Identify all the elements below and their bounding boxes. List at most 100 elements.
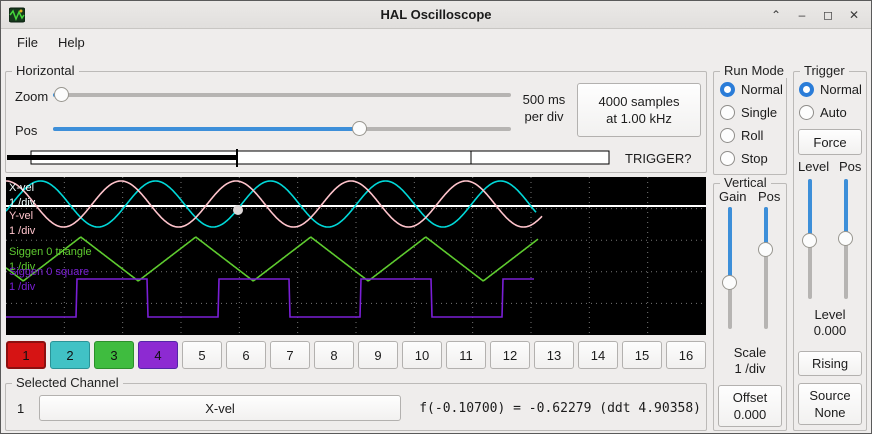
radio-label: Stop	[741, 151, 768, 166]
radio-icon	[720, 105, 735, 120]
channel-button-15[interactable]: 15	[622, 341, 662, 369]
vertical-group-label: Vertical	[720, 175, 771, 190]
channel-button-3[interactable]: 3	[94, 341, 134, 369]
channel-name: Siggen 0 square	[9, 266, 90, 278]
horizontal-group: Horizontal	[5, 63, 707, 173]
trigger-group-label: Trigger	[800, 63, 849, 78]
channel-button-1[interactable]: 1	[6, 341, 46, 369]
radio-selected-icon	[720, 82, 735, 97]
titlebar[interactable]: HAL Oscilloscope ⌃ – ◻ ✕	[1, 1, 871, 29]
channel-name: X-vel	[9, 182, 35, 194]
vertical-pos-label: Pos	[758, 189, 781, 204]
vertical-gain-label: Gain	[719, 189, 747, 204]
channel-button-9[interactable]: 9	[358, 341, 398, 369]
channel-button-10[interactable]: 10	[402, 341, 442, 369]
vertical-group: Vertical	[713, 175, 787, 431]
vertical-offset-button[interactable]: Offset 0.000	[718, 385, 782, 427]
trigger-mode-option-auto[interactable]: Auto	[799, 105, 862, 120]
channel-button-12[interactable]: 12	[490, 341, 530, 369]
radio-icon	[720, 128, 735, 143]
channel-scale: 1 /div	[9, 197, 36, 209]
run-mode-option-roll[interactable]: Roll	[720, 128, 783, 143]
trigger-pos-label: Pos	[839, 159, 862, 174]
channel-button-7[interactable]: 7	[270, 341, 310, 369]
slider-handle[interactable]	[758, 241, 773, 257]
scope-channel-label-3: Siggen 0 triangle 1 /div	[9, 245, 92, 275]
channel-button-14[interactable]: 14	[578, 341, 618, 369]
channel-button-5[interactable]: 5	[182, 341, 222, 369]
trigger-group: Trigger	[793, 63, 867, 431]
slider-fill	[53, 127, 360, 131]
selected-channel-number: 1	[17, 401, 25, 416]
menubar: File Help	[1, 29, 871, 55]
channel-button-11[interactable]: 11	[446, 341, 486, 369]
slider-handle[interactable]	[802, 233, 817, 249]
radio-label: Roll	[741, 128, 764, 143]
radio-label: Auto	[820, 105, 847, 120]
app-icon	[9, 7, 25, 23]
channel-button-16[interactable]: 16	[666, 341, 706, 369]
run-mode-group-label: Run Mode	[720, 63, 788, 78]
radio-label: Single	[741, 105, 778, 120]
slider-fill	[728, 207, 732, 283]
slider-fill	[808, 179, 812, 242]
channel-button-8[interactable]: 8	[314, 341, 354, 369]
channel-button-13[interactable]: 13	[534, 341, 574, 369]
timeline-overview[interactable]	[7, 149, 611, 167]
scope-display[interactable]: X-vel 1 /div Y-vel 1 /div Siggen 0 triangle 1…	[5, 177, 706, 335]
menu-file[interactable]: File	[17, 34, 38, 50]
trigger-level-readout-label: Level	[814, 307, 846, 322]
slider-handle[interactable]	[838, 231, 853, 246]
trace-x-vel	[5, 180, 537, 228]
run-mode-option-normal[interactable]: Normal	[720, 82, 783, 97]
channel-button-6[interactable]: 6	[226, 341, 266, 369]
channel-name-button[interactable]: X-vel	[39, 395, 401, 421]
window-title: HAL Oscilloscope	[380, 7, 492, 22]
radio-label: Normal	[820, 82, 862, 97]
slider-fill	[844, 179, 848, 239]
slider-track[interactable]	[53, 93, 511, 97]
trigger-level-slider[interactable]	[801, 179, 819, 299]
trace-siggen-0-triangle	[5, 236, 539, 282]
samples-button[interactable]: 4000 samples at 1.00 kHz	[577, 83, 701, 137]
shade-button[interactable]: ⌃	[770, 8, 782, 22]
trigger-point-marker[interactable]	[233, 205, 243, 215]
slider-handle[interactable]	[722, 274, 737, 290]
per-div-label: 500 ms per div	[522, 92, 566, 124]
slider-handle[interactable]	[351, 121, 367, 136]
position-slider[interactable]	[53, 120, 511, 138]
trigger-mode-option-normal[interactable]: Normal	[799, 82, 862, 97]
horizontal-group-label: Horizontal	[12, 63, 79, 78]
channel-name: Y-vel	[9, 210, 34, 222]
slider-track[interactable]	[764, 207, 768, 329]
channel-name: Siggen 0 triangle	[9, 246, 92, 258]
vertical-gain-slider[interactable]	[721, 207, 739, 329]
radio-selected-icon	[799, 82, 814, 97]
radio-icon	[799, 105, 814, 120]
vertical-pos-slider[interactable]	[757, 207, 775, 329]
trigger-pos-slider[interactable]	[837, 179, 855, 299]
trace-y-vel	[6, 180, 543, 228]
selected-channel-group: Selected Channel	[5, 375, 707, 431]
vertical-scale-value: 1 /div	[734, 361, 766, 376]
scope-channel-label-2: Y-vel 1 /div	[9, 209, 35, 239]
channel-button-2[interactable]: 2	[50, 341, 90, 369]
maximize-button[interactable]: ◻	[823, 8, 833, 22]
zoom-slider[interactable]	[53, 86, 511, 104]
close-button[interactable]: ✕	[848, 8, 860, 22]
run-mode-option-single[interactable]: Single	[720, 105, 783, 120]
menu-help[interactable]: Help	[57, 34, 85, 50]
run-mode-option-stop[interactable]: Stop	[720, 151, 783, 166]
minimize-button[interactable]: –	[798, 8, 806, 22]
trigger-edge-button[interactable]: Rising	[798, 351, 862, 376]
radio-label: Normal	[741, 82, 783, 97]
force-button[interactable]: Force	[798, 129, 862, 155]
slider-fill	[764, 207, 768, 250]
channel-button-row: 1 2 3 4 5 6 7 8 9 10 11 12 13 14 15 16	[6, 341, 706, 369]
channel-scale: 1 /div	[9, 261, 36, 273]
channel-button-4[interactable]: 4	[138, 341, 178, 369]
slider-handle[interactable]	[54, 87, 70, 102]
trigger-source-button[interactable]: Source None	[798, 383, 862, 425]
channel-scale: 1 /div	[9, 281, 36, 293]
